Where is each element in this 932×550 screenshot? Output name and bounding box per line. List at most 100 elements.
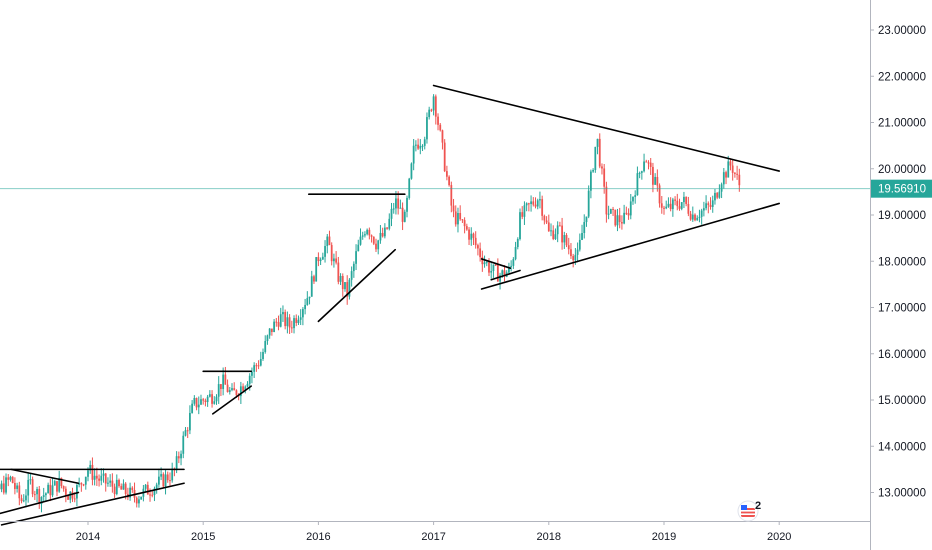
trendline-flag-2017-lower [490, 269, 521, 281]
candle-body [395, 198, 397, 209]
candle-body [738, 174, 741, 186]
candle-body [22, 500, 25, 502]
candle-body [361, 235, 364, 237]
candle-body [674, 199, 676, 201]
candle-body [410, 163, 413, 179]
candle-body [598, 138, 601, 167]
candle-body [233, 388, 236, 391]
candle-body [138, 499, 140, 504]
candle-body [636, 173, 639, 196]
news-badge[interactable]: 2 [737, 500, 761, 522]
candle-body [443, 142, 446, 172]
candle-body [448, 176, 451, 186]
candle-body [450, 185, 453, 206]
candle-body [157, 476, 160, 485]
candle-body [612, 208, 614, 210]
candle-body [266, 335, 269, 342]
candle-body [479, 248, 482, 258]
candle-body [414, 144, 417, 146]
candle-body [403, 211, 406, 222]
candle-body [62, 486, 65, 489]
candle-body [118, 479, 120, 487]
candle-body [632, 196, 634, 202]
candle-body [552, 230, 555, 240]
candle-body [107, 482, 109, 484]
candle-body [27, 479, 30, 496]
candle-body [321, 256, 324, 260]
candle-body [304, 304, 307, 310]
candle-body [297, 319, 300, 324]
candle-body [151, 494, 154, 496]
candle-body [273, 321, 275, 332]
y-tick-label: 21.00000 [878, 118, 926, 130]
candle-body [248, 375, 251, 384]
candle-body [200, 399, 202, 405]
candle-body [239, 386, 242, 397]
candle-body [412, 145, 415, 164]
candle-body [259, 359, 262, 366]
trendline-support-2015 [212, 385, 252, 415]
candle-body [284, 312, 287, 327]
candle-body [558, 225, 561, 227]
candle-body [691, 214, 694, 220]
candle-body [124, 483, 127, 494]
candle-body [432, 96, 435, 111]
candle-body [481, 257, 484, 265]
candle-body [149, 494, 151, 496]
candle-body [211, 394, 213, 404]
candle-body [550, 230, 552, 232]
candle-body [417, 144, 419, 149]
candle-body [377, 240, 380, 250]
candle-body [512, 259, 515, 266]
candle-body [33, 494, 36, 496]
candle-body [295, 318, 298, 324]
candle-body [306, 298, 309, 305]
trendline-triangle-lower [480, 202, 781, 290]
candle-body [649, 162, 652, 167]
candle-body [364, 234, 366, 236]
candle-body [299, 317, 302, 320]
candle-body [98, 478, 100, 481]
candle-body [510, 265, 513, 267]
candle-body [264, 341, 267, 353]
candle-body [567, 245, 570, 250]
candle-body [58, 477, 61, 492]
candle-body [532, 201, 535, 205]
candle-body [282, 312, 284, 315]
candle-body [25, 495, 27, 501]
candle-body [317, 257, 320, 262]
candle-body [459, 213, 462, 220]
candle-body [36, 489, 38, 495]
candle-body [640, 171, 643, 173]
candle-body [102, 473, 105, 476]
candle-body [246, 383, 249, 387]
candle-body [182, 435, 185, 454]
candle-body [671, 199, 674, 210]
candle-body [694, 214, 696, 221]
candle-body [40, 497, 43, 505]
candle-body [667, 203, 670, 207]
candle-body [215, 396, 218, 402]
candle-body [146, 484, 149, 495]
candle-body [122, 483, 125, 490]
x-tick-label: 2014 [76, 531, 100, 543]
y-tick-label: 13.00000 [878, 488, 926, 500]
candle-body [700, 210, 703, 217]
candle-body [707, 203, 710, 206]
candle-body [208, 394, 211, 397]
candle-body [463, 220, 466, 227]
candle-body [439, 124, 442, 131]
candle-body [186, 430, 189, 432]
badge-count: 2 [755, 500, 761, 512]
candle-body [333, 258, 335, 262]
candle-body [7, 477, 10, 480]
candle-body [180, 453, 182, 459]
candle-body [366, 229, 369, 235]
candle-body [341, 276, 344, 290]
candle-body [485, 262, 488, 264]
candle-body [202, 399, 205, 401]
candle-body [585, 216, 588, 223]
candle-body [561, 225, 563, 243]
candle-body [430, 109, 433, 111]
